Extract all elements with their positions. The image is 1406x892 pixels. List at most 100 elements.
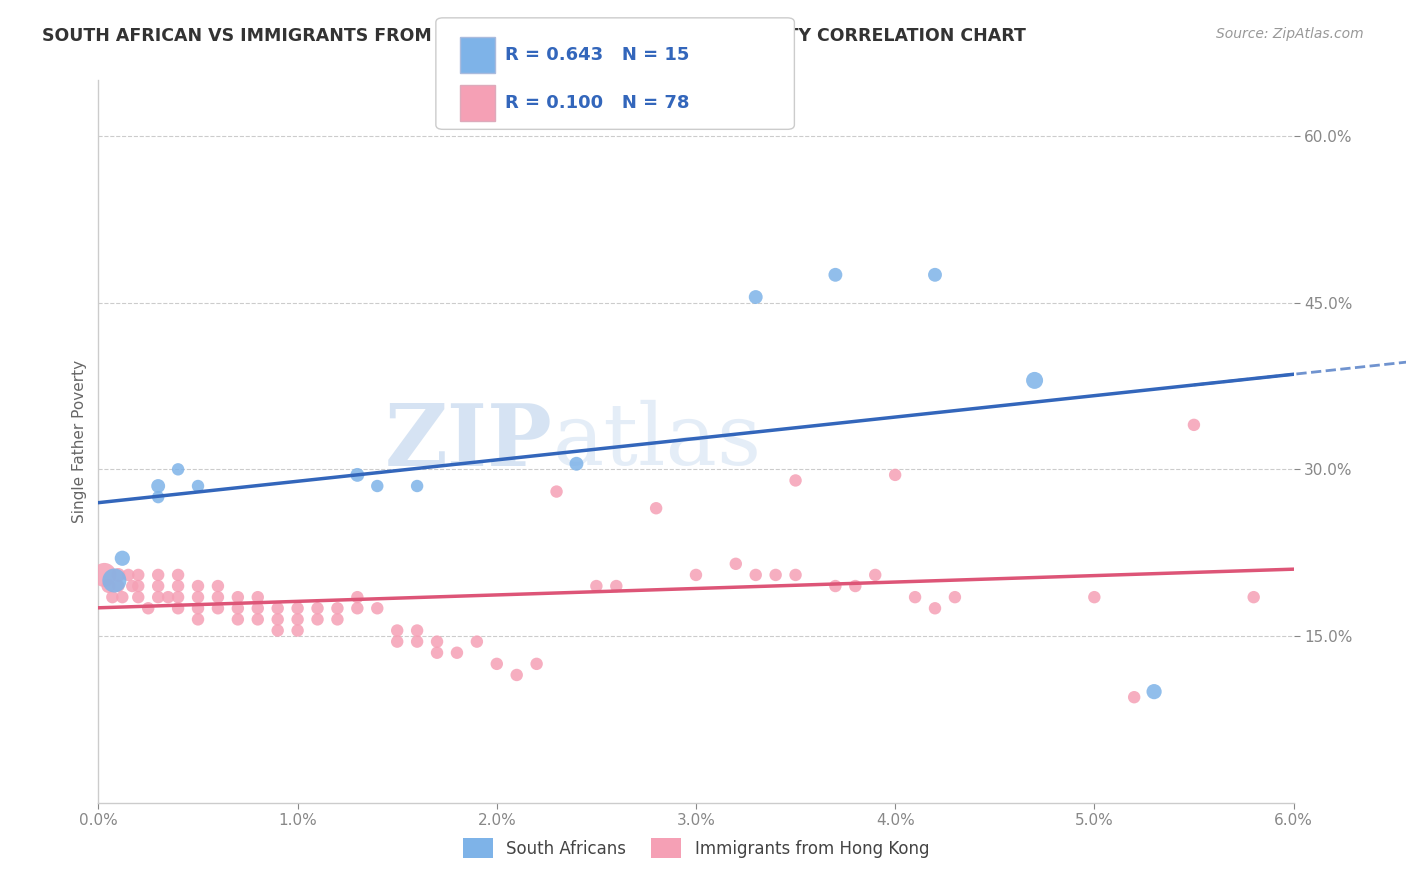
Point: [924, 601, 946, 615]
Point: [546, 484, 568, 499]
Point: [844, 579, 866, 593]
Point: [148, 590, 170, 604]
Point: [148, 490, 170, 504]
Point: [136, 601, 159, 615]
Point: [745, 290, 768, 304]
Point: [187, 579, 209, 593]
Point: [167, 462, 190, 476]
Point: [465, 634, 488, 648]
Text: R = 0.100   N = 78: R = 0.100 N = 78: [505, 95, 689, 112]
Point: [904, 590, 927, 604]
Legend: South Africans, Immigrants from Hong Kong: South Africans, Immigrants from Hong Kon…: [454, 830, 938, 867]
Point: [685, 568, 707, 582]
Text: Source: ZipAtlas.com: Source: ZipAtlas.com: [1216, 27, 1364, 41]
Point: [111, 590, 134, 604]
Point: [824, 268, 846, 282]
Point: [366, 601, 388, 615]
Point: [824, 579, 846, 593]
Point: [446, 646, 468, 660]
Point: [1143, 684, 1166, 698]
Point: [346, 467, 368, 482]
Point: [207, 579, 229, 593]
Point: [157, 590, 180, 604]
Point: [565, 457, 588, 471]
Point: [287, 612, 309, 626]
Point: [167, 579, 190, 593]
Point: [385, 634, 409, 648]
Point: [287, 624, 309, 638]
Point: [1182, 417, 1205, 432]
Point: [148, 479, 170, 493]
Point: [187, 479, 209, 493]
Point: [148, 568, 170, 582]
Point: [267, 624, 290, 638]
Point: [406, 634, 429, 648]
Point: [385, 624, 409, 638]
Point: [346, 590, 368, 604]
Text: ZIP: ZIP: [385, 400, 553, 483]
Point: [924, 268, 946, 282]
Point: [107, 568, 129, 582]
Point: [765, 568, 787, 582]
Point: [326, 601, 349, 615]
Point: [187, 612, 209, 626]
Point: [406, 624, 429, 638]
Point: [526, 657, 548, 671]
Point: [226, 612, 249, 626]
Point: [226, 601, 249, 615]
Point: [943, 590, 966, 604]
Point: [246, 612, 269, 626]
Point: [207, 590, 229, 604]
Point: [226, 590, 249, 604]
Point: [187, 601, 209, 615]
Point: [97, 579, 120, 593]
Point: [785, 568, 807, 582]
Point: [127, 568, 149, 582]
Point: [287, 601, 309, 615]
Point: [93, 568, 115, 582]
Point: [103, 574, 125, 588]
Point: [207, 601, 229, 615]
Point: [267, 612, 290, 626]
Text: SOUTH AFRICAN VS IMMIGRANTS FROM HONG KONG SINGLE FATHER POVERTY CORRELATION CHA: SOUTH AFRICAN VS IMMIGRANTS FROM HONG KO…: [42, 27, 1026, 45]
Point: [1024, 373, 1046, 387]
Point: [346, 601, 368, 615]
Point: [645, 501, 668, 516]
Point: [127, 590, 149, 604]
Point: [121, 579, 143, 593]
Point: [426, 634, 449, 648]
Point: [326, 612, 349, 626]
Point: [506, 668, 529, 682]
Point: [107, 579, 129, 593]
Point: [406, 479, 429, 493]
Point: [167, 601, 190, 615]
Point: [485, 657, 508, 671]
Point: [724, 557, 747, 571]
Point: [307, 612, 329, 626]
Point: [117, 568, 139, 582]
Point: [605, 579, 627, 593]
Point: [745, 568, 768, 582]
Point: [167, 568, 190, 582]
Y-axis label: Single Father Poverty: Single Father Poverty: [72, 360, 87, 523]
Point: [785, 474, 807, 488]
Point: [187, 590, 209, 604]
Point: [1123, 690, 1146, 705]
Point: [167, 590, 190, 604]
Point: [1243, 590, 1265, 604]
Point: [307, 601, 329, 615]
Text: R = 0.643   N = 15: R = 0.643 N = 15: [505, 46, 689, 64]
Point: [148, 579, 170, 593]
Text: atlas: atlas: [553, 400, 762, 483]
Point: [884, 467, 907, 482]
Point: [246, 590, 269, 604]
Point: [101, 590, 124, 604]
Point: [1083, 590, 1105, 604]
Point: [111, 551, 134, 566]
Point: [127, 579, 149, 593]
Point: [585, 579, 607, 593]
Point: [865, 568, 887, 582]
Point: [426, 646, 449, 660]
Point: [246, 601, 269, 615]
Point: [267, 601, 290, 615]
